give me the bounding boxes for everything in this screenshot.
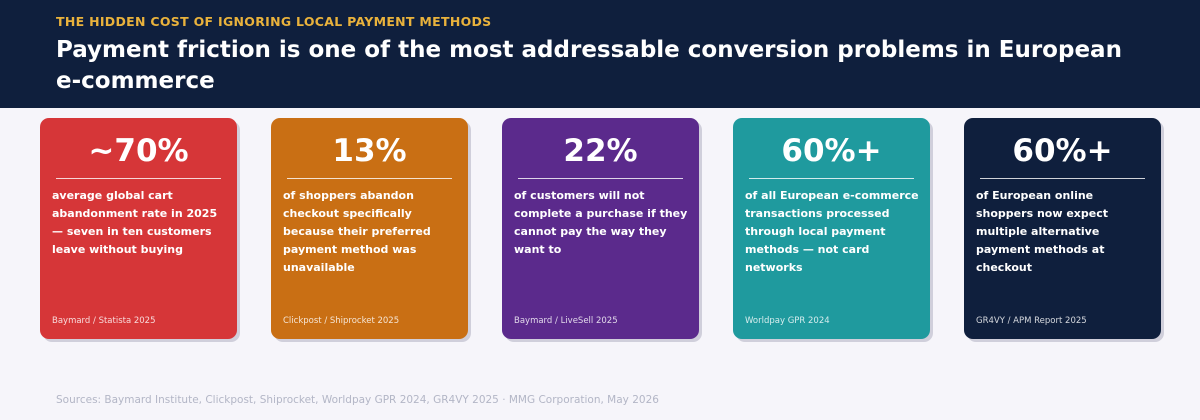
header-banner: THE HIDDEN COST OF IGNORING LOCAL PAYMEN… (0, 0, 1200, 108)
stat-card-payment-unavailable: 13% of shoppers abandon checkout specifi… (271, 118, 468, 339)
stat-source: Baymard / LiveSell 2025 (514, 316, 618, 326)
stat-value: 60%+ (1012, 133, 1113, 169)
stat-value: ~70% (88, 133, 189, 169)
stat-source: Clickpost / Shiprocket 2025 (283, 316, 400, 326)
card-divider (518, 178, 683, 179)
sources-footer: Sources: Baymard Institute, Clickpost, S… (56, 394, 659, 406)
headline: Payment friction is one of the most addr… (56, 37, 1122, 94)
stat-source: GR4VY / APM Report 2025 (976, 316, 1087, 326)
stat-source: Baymard / Statista 2025 (52, 316, 156, 326)
eyebrow-label: THE HIDDEN COST OF IGNORING LOCAL PAYMEN… (56, 14, 492, 29)
stat-value: 13% (332, 133, 407, 169)
stat-card-local-methods: 60%+ of all European e-commerce transact… (733, 118, 930, 339)
stat-card-alternative-methods: 60%+ of European online shoppers now exp… (964, 118, 1161, 339)
stat-card-preferred-payment: 22% of customers will not complete a pur… (502, 118, 699, 339)
stat-card-cart-abandonment: ~70% average global cart abandonment rat… (40, 118, 237, 339)
stat-description: average global cart abandonment rate in … (52, 189, 218, 256)
stat-source: Worldpay GPR 2024 (745, 316, 830, 326)
card-divider (749, 178, 914, 179)
card-divider (56, 178, 221, 179)
stat-value: 60%+ (781, 133, 882, 169)
card-divider (287, 178, 452, 179)
stat-description: of customers will not complete a purchas… (514, 189, 688, 256)
card-divider (980, 178, 1145, 179)
stat-description: of all European e-commerce transactions … (745, 189, 919, 274)
stat-description: of European online shoppers now expect m… (976, 189, 1108, 274)
stat-value: 22% (563, 133, 638, 169)
stat-description: of shoppers abandon checkout specificall… (283, 189, 431, 274)
